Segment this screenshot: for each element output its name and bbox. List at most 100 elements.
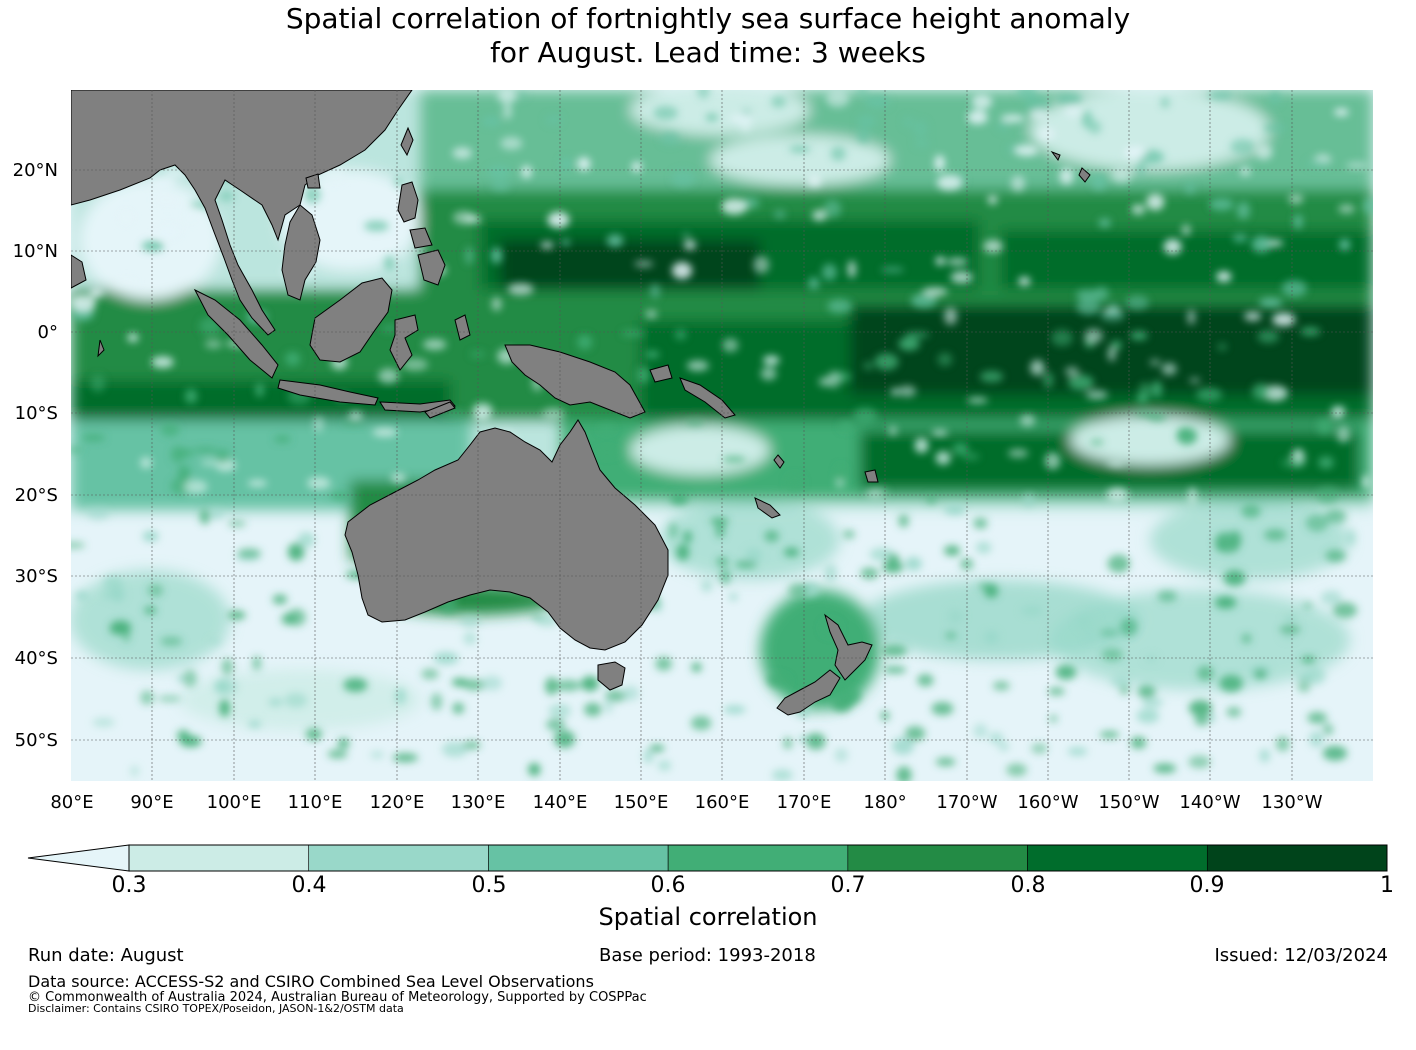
correlation-speckle <box>888 425 898 436</box>
correlation-speckle <box>931 702 954 716</box>
correlation-speckle <box>1048 687 1065 696</box>
correlation-speckle <box>1085 390 1108 400</box>
correlation-speckle <box>390 473 406 483</box>
correlation-speckle <box>771 769 793 781</box>
correlation-speckle <box>452 211 475 225</box>
correlation-speckle <box>305 728 322 741</box>
correlation-speckle <box>824 564 838 582</box>
correlation-speckle <box>561 239 571 246</box>
correlation-speckle <box>745 548 762 563</box>
correlation-speckle <box>883 666 907 674</box>
correlation-speckle <box>1226 707 1242 717</box>
correlation-speckle <box>721 198 748 215</box>
correlation-speckle <box>645 350 660 359</box>
correlation-speckle <box>857 114 876 128</box>
new-zealand-south <box>776 669 841 716</box>
correlation-speckle <box>880 266 905 273</box>
correlation-speckle <box>1006 763 1027 777</box>
correlation-speckle <box>1007 448 1029 458</box>
new-britain <box>649 364 673 383</box>
correlation-speckle <box>114 277 138 286</box>
correlation-speckle <box>1024 96 1051 112</box>
correlation-speckle <box>722 456 746 463</box>
correlation-speckle <box>723 705 746 714</box>
correlation-speckle <box>911 293 937 308</box>
colorbar-tick-0.3: 0.3 <box>111 873 147 898</box>
correlation-speckle <box>584 702 602 717</box>
fiji <box>864 469 879 483</box>
correlation-speckle <box>155 223 181 241</box>
lon-label-160w: 160°W <box>1017 792 1079 813</box>
correlation-speckle <box>1236 201 1250 220</box>
correlation-speckle <box>1181 224 1191 236</box>
correlation-speckle <box>967 397 988 404</box>
correlation-speckle <box>1334 108 1349 117</box>
correlation-speckle <box>935 256 946 266</box>
correlation-speckle <box>1019 414 1036 427</box>
correlation-speckle <box>1107 554 1130 573</box>
correlation-speckle <box>497 90 517 104</box>
correlation-speckle <box>1322 745 1348 761</box>
correlation-speckle <box>281 613 296 625</box>
correlation-speckle <box>926 494 936 504</box>
correlation-speckle <box>1258 297 1283 308</box>
correlation-speckle <box>1151 380 1163 398</box>
correlation-speckle <box>1185 182 1195 195</box>
correlation-speckle <box>463 679 486 691</box>
correlation-speckle <box>847 260 857 279</box>
correlation-speckle <box>905 556 922 571</box>
correlation-speckle <box>1101 648 1123 662</box>
lat-label-20s: 20°S <box>14 485 58 506</box>
correlation-speckle <box>327 749 348 759</box>
correlation-speckle <box>783 547 800 557</box>
correlation-speckle <box>839 421 853 432</box>
correlation-speckle <box>1252 383 1270 401</box>
correlation-speckle <box>247 479 268 487</box>
correlation-speckle <box>1124 146 1147 159</box>
correlation-speckle <box>184 207 198 224</box>
correlation-speckle <box>307 476 331 490</box>
correlation-speckle <box>992 681 1010 691</box>
correlation-speckle <box>1305 514 1329 532</box>
correlation-speckle <box>735 561 757 569</box>
correlation-speckle <box>183 669 197 688</box>
correlation-speckle <box>1000 114 1025 123</box>
correlation-speckle <box>691 662 702 672</box>
correlation-speckle <box>669 492 689 505</box>
correlation-speckle <box>1196 387 1223 402</box>
new-guinea <box>504 344 646 419</box>
correlation-speckle <box>199 508 210 525</box>
lon-label-140e: 140°E <box>532 792 588 813</box>
correlation-speckle <box>1111 340 1122 350</box>
correlation-speckle <box>464 247 474 265</box>
correlation-speckle <box>903 116 914 128</box>
correlation-speckle <box>1316 418 1333 435</box>
correlation-speckle <box>1010 175 1026 192</box>
correlation-speckle <box>1194 713 1210 726</box>
correlation-speckle <box>147 583 164 597</box>
correlation-speckle <box>1281 631 1296 640</box>
correlation-speckle <box>697 90 710 99</box>
colorbar-segment <box>1027 844 1208 872</box>
correlation-speckle <box>1064 105 1082 117</box>
copyright: © Commonwealth of Australia 2024, Austra… <box>28 990 647 1005</box>
correlation-speckle <box>621 685 640 701</box>
correlation-speckle <box>482 116 501 127</box>
correlation-speckle <box>268 698 283 707</box>
correlation-speckle <box>402 358 429 371</box>
correlation-speckle <box>952 442 969 455</box>
correlation-speckle <box>983 239 1003 253</box>
correlation-speckle <box>1075 289 1100 301</box>
colorbar-segment <box>1206 844 1388 872</box>
correlation-speckle <box>540 241 554 249</box>
correlation-speckle <box>1279 625 1301 634</box>
correlation-speckle <box>740 118 752 133</box>
australia <box>344 419 669 651</box>
correlation-speckle <box>874 353 899 371</box>
title-line-2: for August. Lead time: 3 weeks <box>490 36 926 69</box>
correlation-speckle <box>1014 144 1039 157</box>
correlation-speckle <box>337 738 350 749</box>
lon-label-110e: 110°E <box>287 792 343 813</box>
colorbar-tick-0.8: 0.8 <box>1010 873 1046 898</box>
